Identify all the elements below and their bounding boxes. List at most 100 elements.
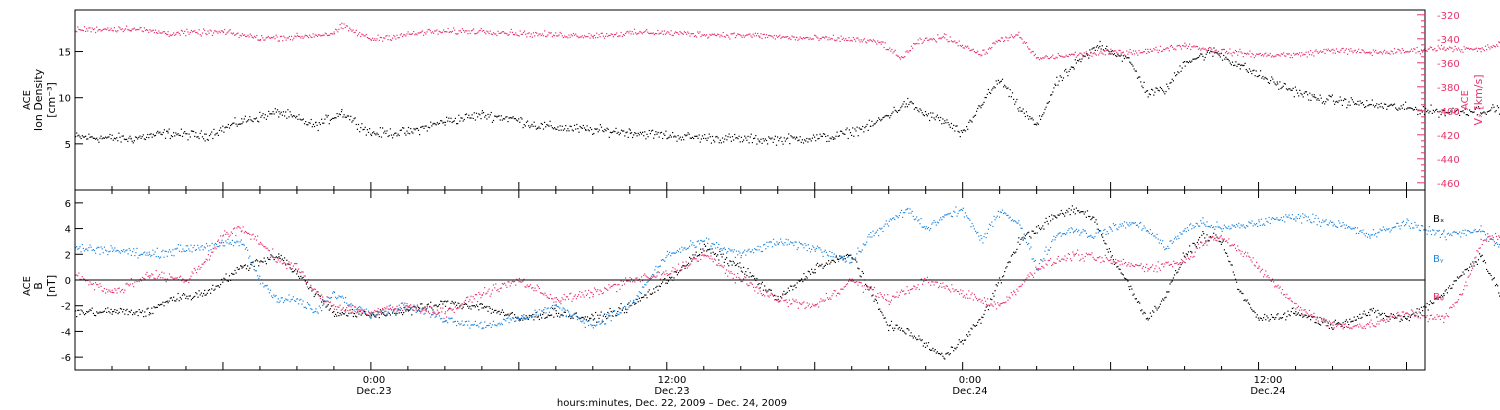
density-velocity-point-s0 <box>1407 107 1409 109</box>
density-velocity-point-s1 <box>259 38 262 41</box>
density-velocity-point-s0 <box>223 131 225 133</box>
density-velocity-point-s0 <box>934 119 936 121</box>
b-field-point-bx <box>1169 283 1171 285</box>
density-velocity-point-s0 <box>124 138 127 141</box>
b-field-point-bx <box>572 317 574 319</box>
density-velocity-point-s0 <box>918 111 920 113</box>
density-velocity-point-s0 <box>400 129 402 131</box>
density-velocity-point-s1 <box>760 33 762 35</box>
density-velocity-point-s0 <box>1355 103 1357 105</box>
density-velocity-point-s1 <box>1212 51 1214 53</box>
b-field-point-bx <box>993 295 995 297</box>
density-velocity-point-s0 <box>1175 75 1177 77</box>
b-field-point-bx <box>1486 268 1488 271</box>
b-field-point-bx <box>88 310 90 312</box>
b-field-point-bx <box>953 350 955 352</box>
density-velocity-point-s1 <box>1122 51 1124 53</box>
density-velocity-point-s0 <box>1342 99 1345 102</box>
density-velocity-point-s1 <box>316 35 319 37</box>
density-velocity-point-s1 <box>132 28 134 30</box>
density-velocity-point-s0 <box>827 135 829 137</box>
b-field-point-bx <box>1381 312 1383 314</box>
b-field-point-bx <box>1136 301 1139 303</box>
density-velocity-point-s0 <box>222 125 224 127</box>
density-velocity-point-s0 <box>1242 65 1244 67</box>
b-field-point-bx <box>936 351 938 353</box>
b-field-point-bx <box>190 299 192 301</box>
density-velocity-point-s1 <box>891 48 893 51</box>
b-field-point-bx <box>818 265 820 268</box>
density-velocity-point-s0 <box>468 114 470 116</box>
density-velocity-point-s0 <box>1132 65 1134 67</box>
density-velocity-point-s1 <box>1490 46 1492 48</box>
b-field-point-bx <box>406 308 408 310</box>
density-velocity-point-s1 <box>471 29 474 31</box>
b-field-point-bx <box>1122 274 1124 276</box>
density-velocity-point-s1 <box>518 35 520 37</box>
b-field-point-bx <box>1409 316 1411 318</box>
b-field-point-bx <box>1053 215 1055 217</box>
density-velocity-point-s0 <box>1406 108 1408 110</box>
density-velocity-point-s1 <box>377 34 379 36</box>
density-velocity-point-s1 <box>1464 48 1466 50</box>
density-velocity-point-s0 <box>750 133 752 135</box>
density-velocity-point-s1 <box>1325 48 1327 50</box>
density-velocity-point-s1 <box>1497 45 1499 47</box>
b-field-point-bx <box>178 300 180 302</box>
density-velocity-point-s0 <box>541 123 543 125</box>
density-velocity-point-s0 <box>106 137 108 139</box>
density-velocity-point-s0 <box>693 137 695 140</box>
density-velocity-point-s0 <box>206 138 208 141</box>
density-velocity-point-s1 <box>1101 52 1103 54</box>
density-velocity-point-s0 <box>1310 99 1312 101</box>
density-velocity-point-s1 <box>310 36 312 38</box>
density-velocity-point-s1 <box>1328 50 1330 52</box>
b-field-point-bx <box>356 316 358 318</box>
density-velocity-point-s1 <box>288 35 290 38</box>
density-velocity-point-s0 <box>1067 75 1069 77</box>
density-velocity-point-s0 <box>623 130 625 132</box>
b-field-point-bx <box>1383 312 1386 315</box>
density-velocity-point-s1 <box>450 31 452 33</box>
density-velocity-point-s1 <box>346 25 348 27</box>
density-velocity-point-s1 <box>1248 53 1250 55</box>
density-velocity-point-s1 <box>1291 57 1293 59</box>
b-field-point-bx <box>694 254 696 256</box>
b-field-point-bx <box>471 305 473 307</box>
density-velocity-point-s1 <box>1156 49 1158 51</box>
b-field-point-bx <box>792 289 794 291</box>
density-velocity-point-s1 <box>807 37 809 39</box>
density-velocity-point-s1 <box>81 29 83 31</box>
density-velocity-point-s1 <box>1269 52 1271 55</box>
density-velocity-point-s1 <box>1142 51 1144 53</box>
density-velocity-point-s1 <box>366 37 368 39</box>
density-velocity-point-s0 <box>828 140 830 142</box>
density-velocity-point-s1 <box>1445 49 1447 51</box>
density-velocity-point-s0 <box>853 135 855 137</box>
density-velocity-point-s0 <box>1477 106 1480 108</box>
density-velocity-point-s0 <box>1278 88 1280 90</box>
density-velocity-point-s0 <box>521 118 523 120</box>
b-field-point-bx <box>1461 274 1463 276</box>
density-velocity-point-s1 <box>169 34 171 36</box>
density-velocity-point-s0 <box>198 137 200 140</box>
density-velocity-point-s0 <box>658 136 660 138</box>
density-velocity-point-s0 <box>703 137 705 139</box>
density-velocity-point-s1 <box>645 30 647 32</box>
b-field-point-bx <box>353 313 356 315</box>
b-field-point-bx <box>164 301 166 303</box>
density-velocity-point-s1 <box>126 25 128 27</box>
b-field-point-bx <box>1415 311 1417 313</box>
density-velocity-point-s0 <box>917 109 919 111</box>
density-velocity-point-s1 <box>163 31 165 33</box>
b-field-point-bx <box>425 308 427 310</box>
density-velocity-point-s1 <box>282 40 284 42</box>
density-velocity-point-s0 <box>855 130 857 132</box>
density-velocity-point-s1 <box>846 39 848 42</box>
density-velocity-point-s0 <box>129 135 131 137</box>
density-velocity-point-s0 <box>662 137 664 140</box>
density-velocity-point-s1 <box>541 33 543 35</box>
b-field-point-bx <box>546 316 548 318</box>
density-velocity-point-s0 <box>1421 111 1423 113</box>
density-velocity-point-s0 <box>697 137 699 139</box>
